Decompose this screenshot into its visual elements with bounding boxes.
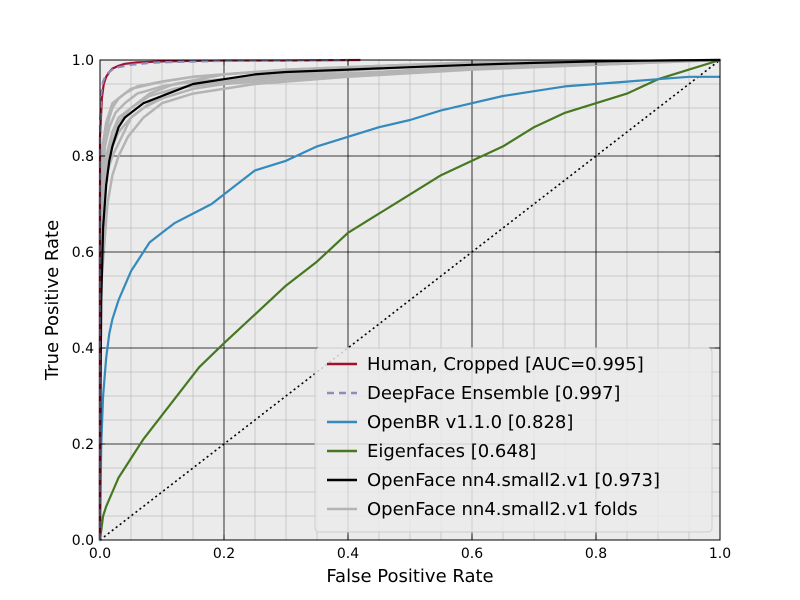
series-line-openbr xyxy=(98,75,720,541)
legend-label-openbr: OpenBR v1.1.0 [0.828] xyxy=(367,412,573,433)
legend-label-human: Human, Cropped [AUC=0.995] xyxy=(367,354,644,375)
series-line-chance xyxy=(99,59,721,541)
series-line-eigenfaces xyxy=(98,58,721,541)
series-layer xyxy=(98,58,722,542)
y-tick-label: 0.2 xyxy=(72,437,94,453)
series-line-folds-7 xyxy=(98,58,722,542)
y-tick-label: 0.6 xyxy=(72,245,94,261)
y-tick-label: 0.0 xyxy=(72,533,94,549)
y-tick-label: 0.8 xyxy=(72,149,94,165)
series-line-folds-4 xyxy=(98,58,722,542)
x-tick-label: 0.0 xyxy=(89,546,111,562)
x-tick-label: 0.6 xyxy=(461,546,483,562)
legend-box xyxy=(314,347,713,533)
x-tick-label: 0.4 xyxy=(337,546,359,562)
x-tick-label: 0.8 xyxy=(585,546,607,562)
y-tick-label: 0.4 xyxy=(72,341,94,357)
x-tick-label: 1.0 xyxy=(709,546,731,562)
series-line-folds-8 xyxy=(98,58,722,542)
legend-label-eigenfaces: Eigenfaces [0.648] xyxy=(367,441,536,462)
legend-label-openface: OpenFace nn4.small2.v1 [0.973] xyxy=(367,470,660,491)
legend-label-deepface: DeepFace Ensemble [0.997] xyxy=(367,383,620,404)
y-tick-label: 1.0 xyxy=(72,53,94,69)
axis-ticks: 0.0 0.2 0.4 0.6 0.8 1.0 0.0 0.2 0.4 0.6 0.8 1.0 xyxy=(72,53,731,562)
x-axis-title: False Positive Rate xyxy=(326,566,493,587)
x-tick-label: 0.2 xyxy=(213,546,235,562)
plot-frame xyxy=(99,59,721,541)
series-line-deepface xyxy=(98,58,349,540)
series-line-openface xyxy=(98,58,721,540)
y-axis-title: True Positive Rate xyxy=(42,220,63,381)
series-line-human xyxy=(98,58,361,540)
legend-label-folds: OpenFace nn4.small2.v1 folds xyxy=(367,499,638,520)
legend: Human, Cropped [AUC=0.995] DeepFace Ensem… xyxy=(314,347,713,533)
